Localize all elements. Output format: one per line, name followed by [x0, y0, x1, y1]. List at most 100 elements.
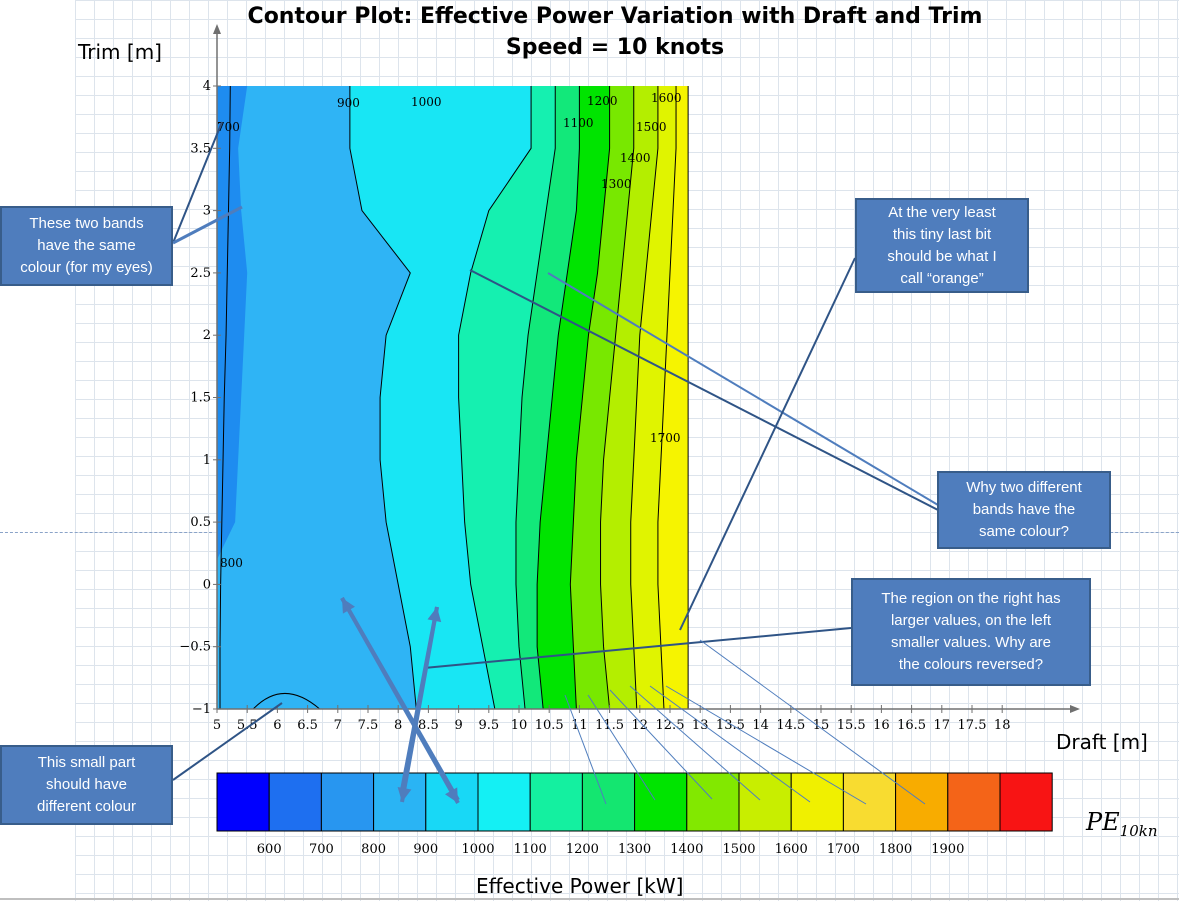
contour-label-1200: 1200	[587, 94, 618, 108]
band-bottom-loop	[252, 692, 322, 710]
contour-line-1300	[569, 86, 611, 710]
x-tick-label: 18	[994, 718, 1011, 733]
colorbar-tick-label: 700	[309, 842, 334, 857]
annot-thin-line	[665, 685, 867, 805]
callout-orange: At the very least this tiny last bit sho…	[855, 198, 1029, 293]
contour-bands	[217, 86, 689, 710]
chart-subtitle: Speed = 10 knots	[505, 35, 725, 60]
x-axis-label: Draft [m]	[1056, 730, 1148, 754]
y-tick-label: 1.5	[190, 391, 211, 406]
colorbar-swatch	[842, 772, 897, 832]
contour-label-800: 800	[220, 556, 243, 570]
annotation-lines	[172, 121, 939, 805]
x-tick-label: 14	[752, 718, 769, 733]
colorbar-swatch	[790, 772, 844, 832]
x-tick-label: 16	[873, 718, 890, 733]
y-axis-label: Trim [m]	[78, 40, 162, 64]
contour-label-900: 900	[337, 96, 360, 110]
band-700	[217, 86, 248, 560]
annot-thin-line	[609, 689, 713, 800]
x-tick-label: 15	[813, 718, 830, 733]
x-tick-label: 7.5	[358, 718, 379, 733]
contour-label-1100: 1100	[563, 116, 594, 130]
colorbar-swatch	[686, 772, 740, 832]
contour-line-900	[349, 86, 417, 710]
colorbar-swatch	[999, 772, 1053, 832]
x-axis-arrow	[1070, 705, 1080, 713]
colorbar-swatch	[895, 772, 949, 832]
x-tick-label: 14.5	[776, 718, 805, 733]
dashed-guide-left	[0, 532, 212, 533]
colorbar-tick-label: 1000	[461, 842, 494, 857]
colorbar-swatch	[320, 772, 375, 832]
contour-line-1100	[515, 86, 556, 710]
x-tick-label: 11.5	[595, 718, 624, 733]
colorbar-tick-label: 1400	[670, 842, 703, 857]
contour-line-1500	[630, 86, 659, 710]
contour-line-1000	[458, 86, 532, 710]
colorbar-swatch	[216, 772, 270, 832]
annot-thin-line	[564, 694, 607, 805]
x-tick-label: 17.5	[958, 718, 987, 733]
x-tick-label: 6.5	[297, 718, 318, 733]
colorbar-swatch	[634, 772, 688, 832]
colorbar-swatch	[947, 772, 1001, 832]
annot-thin-line	[587, 694, 656, 801]
annot-arrow-down-left-head	[397, 787, 412, 802]
x-tick-label: 13	[692, 718, 709, 733]
callout-two-bands: Why two different bands have the same co…	[937, 471, 1111, 549]
y-tick-label: 3.5	[190, 141, 211, 156]
colorbar-swatch	[477, 772, 531, 832]
chart-title: Contour Plot: Effective Power Variation …	[247, 4, 983, 29]
x-tick-label: 9	[454, 718, 462, 733]
x-tick-label: 6	[273, 718, 281, 733]
colorbar-swatch	[373, 772, 427, 832]
annot-line	[469, 269, 939, 511]
colorbar-tick-label: 1600	[775, 842, 808, 857]
colorbar-tick-label: 1200	[566, 842, 599, 857]
variable-label: PE10kn	[1086, 808, 1158, 840]
colorbar-swatch	[581, 772, 636, 832]
y-tick-label: −1	[192, 702, 211, 717]
dashed-guide-right	[1110, 532, 1179, 533]
annot-line	[423, 627, 852, 669]
annot-line	[172, 702, 283, 781]
y-tick-label: 2	[203, 328, 211, 343]
colorbar-tick-label: 1100	[514, 842, 547, 857]
contour-label-700: 700	[217, 120, 240, 134]
y-tick-label: 1	[203, 453, 211, 468]
colorbar-tick-label: 1500	[722, 842, 755, 857]
annot-thin-line	[629, 685, 761, 801]
colorbar-label: Effective Power [kW]	[476, 874, 684, 898]
callout-same-colour-bands: These two bands have the same colour (fo…	[0, 206, 173, 286]
colorbar-tick-label: 1900	[931, 842, 964, 857]
x-tick-label: 8	[394, 718, 402, 733]
contour-label-1400: 1400	[620, 151, 651, 165]
x-tick-label: 12.5	[656, 718, 685, 733]
contour-line-1200	[536, 86, 580, 710]
annot-arrow-down-right	[340, 597, 460, 804]
annot-line	[172, 121, 223, 244]
annot-line	[172, 205, 243, 245]
colorbar: 600 700 800 900 1000 1100 1200 1300 1400 1500 1600…	[216, 772, 1053, 857]
axes: 5 5.5 6 6.5 7 7.5 8 8.5 9 9.5 10 10.5 11 11.5 12 12.5 13…	[179, 24, 1080, 733]
callout-colours-reversed: The region on the right has larger value…	[851, 578, 1091, 686]
contour-label-1300: 1300	[601, 177, 632, 191]
y-tick-label: 0	[203, 577, 211, 592]
x-tick-label: 12	[632, 718, 649, 733]
y-tick-label: 4	[203, 79, 211, 94]
colorbar-tick-label: 1800	[879, 842, 912, 857]
contour-label-1500: 1500	[636, 120, 667, 134]
annot-thin-line	[699, 639, 926, 805]
y-tick-label: 2.5	[190, 266, 211, 281]
annot-arrow-down-right-head	[445, 787, 458, 803]
x-tick-label: 15.5	[837, 718, 866, 733]
colorbar-swatch	[268, 772, 322, 832]
colorbar-tick-label: 600	[257, 842, 282, 857]
x-tick-label: 5.5	[237, 718, 258, 733]
callout-small-part: This small part should have different co…	[0, 745, 173, 825]
annot-line	[679, 257, 856, 631]
colorbar-tick-label: 1700	[827, 842, 860, 857]
colorbar-tick-label: 900	[413, 842, 438, 857]
